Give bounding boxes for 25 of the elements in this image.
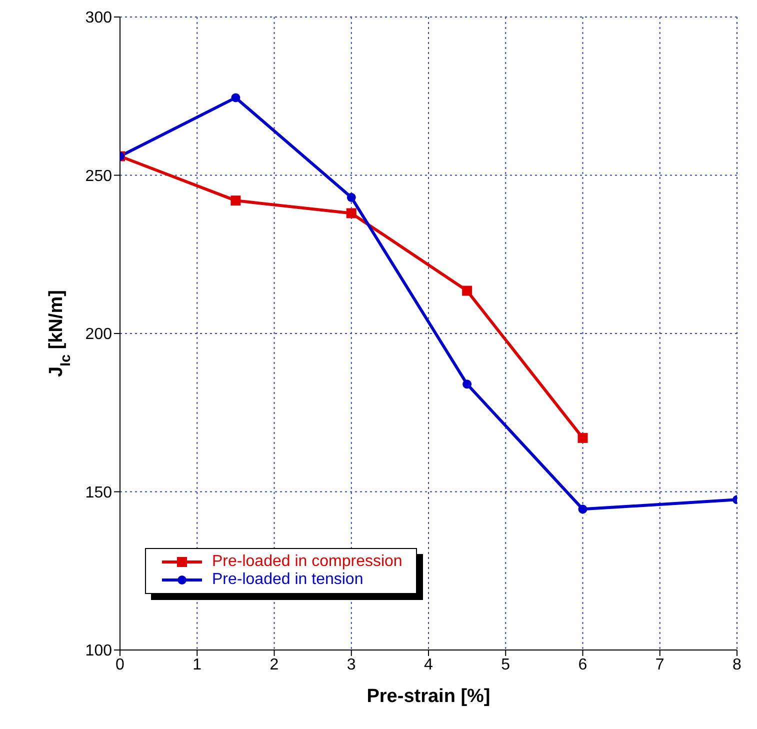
y-tick-label: 300 [85, 10, 112, 27]
x-axis-title: Pre-strain [%] [366, 686, 490, 707]
x-tick-label: 4 [424, 656, 434, 674]
point [578, 504, 588, 514]
y-tick-label: 100 [85, 642, 112, 660]
y-tick-label: 150 [85, 484, 112, 502]
point [462, 286, 472, 296]
x-tick-label: 2 [270, 656, 279, 674]
point [230, 196, 241, 206]
point [346, 192, 356, 202]
x-tick-label: 5 [501, 656, 510, 674]
x-tick-label: 6 [578, 656, 588, 674]
point [231, 93, 240, 102]
legend-label: Pre-loaded in compression [212, 553, 402, 571]
x-tick-label: 8 [732, 656, 742, 674]
y-tick-label: 200 [85, 326, 112, 344]
point [346, 208, 356, 218]
x-tick-label: 3 [346, 656, 356, 674]
legend-label: Pre-loaded in tension [212, 571, 364, 589]
x-tick-label: 1 [192, 656, 202, 674]
x-tick-label: 7 [655, 656, 664, 674]
x-tick-label: 0 [116, 656, 125, 674]
point [462, 380, 472, 389]
point [578, 432, 588, 443]
y-tick-label: 250 [85, 168, 112, 185]
